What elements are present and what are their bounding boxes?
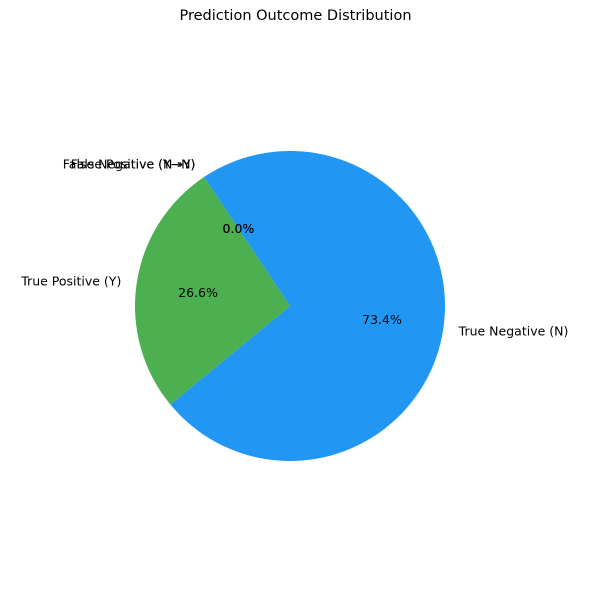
pie-slice-true-positive-y (135, 177, 290, 405)
slice-percent-true-negative-n: 73.4% (362, 312, 402, 327)
chart-title: Prediction Outcome Distribution (179, 8, 412, 24)
slice-label-true-positive-y: True Positive (Y) (20, 274, 121, 289)
slice-percent-true-positive-y: 26.6% (178, 285, 218, 300)
slice-label-true-negative-n: True Negative (N) (458, 323, 569, 338)
pie-slice-true-negative-n (170, 151, 446, 462)
slice-percent-false-negative-y-n: 0.0% (223, 221, 255, 236)
slice-percent-false-positive-n-y: 0.0% (223, 221, 255, 236)
slice-label-false-negative-y-n: False Negative (Y→N) (63, 157, 196, 172)
slice-label-false-positive-n-y: False Positive (N→Y) (71, 157, 196, 172)
